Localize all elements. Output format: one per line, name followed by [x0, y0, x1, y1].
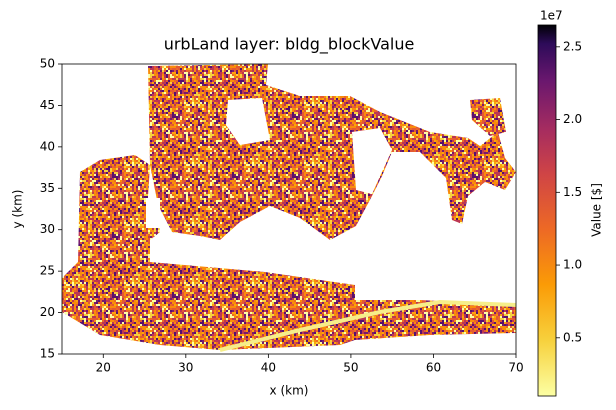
raster-region — [62, 155, 516, 350]
raster-region — [148, 64, 516, 240]
raster-stripe — [219, 299, 517, 352]
y-tick-label: 35 — [40, 181, 55, 195]
y-tick-label: 30 — [40, 222, 55, 236]
y-tick-label: 45 — [40, 98, 55, 112]
raster — [62, 64, 516, 350]
y-tick-label: 15 — [40, 347, 55, 361]
colorbar-label: Value [$] — [590, 183, 604, 237]
raster-hole — [226, 98, 270, 145]
y-tick-label: 25 — [40, 264, 55, 278]
raster-region — [470, 98, 506, 136]
y-tick-label: 50 — [40, 57, 55, 71]
y-axis-label: y (km) — [11, 190, 25, 229]
x-tick-label: 70 — [508, 361, 523, 375]
x-tick-label: 20 — [96, 361, 111, 375]
y-tick-label: 20 — [40, 305, 55, 319]
colorbar-tick-label: 1.5 — [563, 185, 582, 199]
raster-holes — [146, 98, 392, 228]
chart-title: urbLand layer: bldg_blockValue — [164, 35, 415, 55]
x-tick-label: 60 — [426, 361, 441, 375]
colorbar-tick-label: 2.5 — [563, 39, 582, 53]
x-axis-label: x (km) — [270, 384, 309, 398]
colorbar-offset: 1e7 — [540, 9, 563, 23]
colorbar-tick-label: 0.5 — [563, 330, 582, 344]
axes-frame — [61, 63, 517, 355]
x-tick-label: 30 — [178, 361, 193, 375]
raster-hole — [352, 128, 392, 194]
x-tick-label: 40 — [261, 361, 276, 375]
colorbar — [537, 24, 557, 397]
colorbar-tick-label: 2.0 — [563, 112, 582, 126]
colorbar-tick-label: 1.0 — [563, 258, 582, 272]
raster-hole — [146, 198, 160, 228]
y-tick-label: 40 — [40, 139, 55, 153]
x-tick-label: 50 — [343, 361, 358, 375]
